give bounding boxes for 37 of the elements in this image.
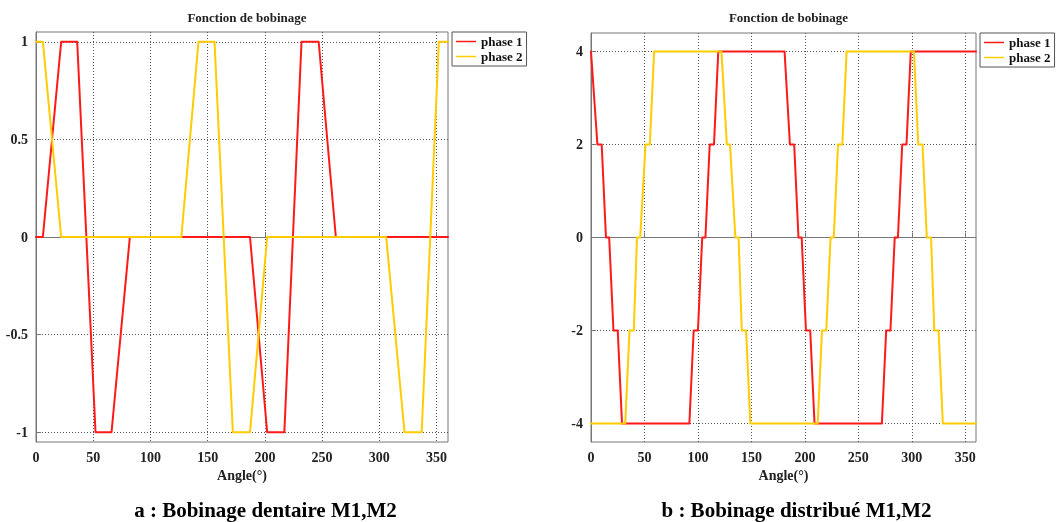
x-tick-label: 150 bbox=[740, 449, 762, 465]
y-tick-label: -4 bbox=[571, 415, 583, 431]
legend-label: phase 1 bbox=[1009, 35, 1051, 50]
x-tick-label: 100 bbox=[139, 449, 161, 465]
x-axis-title: Angle(°) bbox=[217, 468, 268, 485]
x-tick-label: 300 bbox=[368, 449, 390, 465]
x-tick-label: 200 bbox=[254, 449, 276, 465]
line-series bbox=[590, 50, 977, 425]
x-tick-label: 300 bbox=[901, 449, 923, 465]
text: b : Bobinage distribué M1,M2 bbox=[661, 497, 932, 522]
chart-title: Fonction de bobinage bbox=[187, 10, 307, 25]
y-tick-label: 4 bbox=[576, 44, 583, 60]
x-tick-label: 150 bbox=[197, 449, 219, 465]
chart-title: Fonction de bobinage bbox=[728, 10, 849, 25]
x-tick-label: 0 bbox=[587, 449, 595, 465]
y-tick-label: 0.5 bbox=[10, 131, 28, 147]
x-axis-title: Angle(°) bbox=[758, 468, 809, 485]
x-tick-label: 50 bbox=[637, 449, 652, 465]
legend-label: phase 2 bbox=[481, 49, 523, 64]
y-tick-label: 0 bbox=[21, 229, 28, 245]
x-tick-label: 0 bbox=[32, 449, 40, 465]
x-tick-label: 350 bbox=[954, 449, 976, 465]
y-tick-label: 2 bbox=[576, 137, 583, 153]
legend-label: phase 2 bbox=[1009, 50, 1051, 65]
y-tick-label: -1 bbox=[16, 424, 28, 440]
y-tick-label: 0 bbox=[576, 230, 583, 245]
y-tick-label: 1 bbox=[21, 34, 28, 50]
x-tick-label: 200 bbox=[794, 449, 816, 465]
y-tick-label: -0.5 bbox=[5, 327, 28, 343]
x-tick-label: 100 bbox=[687, 449, 709, 465]
x-tick-label: 250 bbox=[311, 449, 333, 465]
legend-label: phase 1 bbox=[481, 34, 523, 49]
x-tick-label: 250 bbox=[847, 449, 869, 465]
y-tick-label: -2 bbox=[571, 322, 583, 338]
x-tick-label: 50 bbox=[86, 449, 101, 465]
x-tick-label: 350 bbox=[426, 449, 448, 465]
text: a : Bobinage dentaire M1,M2 bbox=[134, 497, 397, 522]
